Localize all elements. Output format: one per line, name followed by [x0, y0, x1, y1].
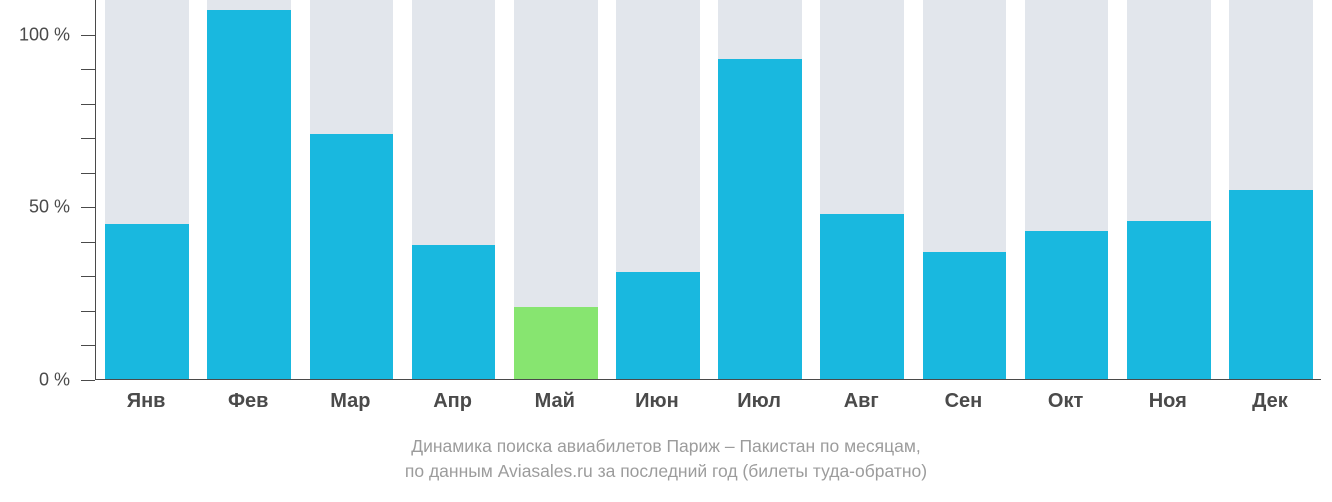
y-tick-mark: [81, 69, 95, 70]
y-tick-mark: [81, 173, 95, 174]
y-tick-mark: [81, 138, 95, 139]
bar-slot: [718, 0, 802, 379]
chart-caption-line1: Динамика поиска авиабилетов Париж – Паки…: [411, 436, 921, 456]
bar: [820, 214, 904, 379]
y-tick-label: 0 %: [0, 370, 70, 391]
monthly-search-bar-chart: 0 % 50 % 100 % ЯнвФевМарАпрМайИюнИюлАвгСен…: [0, 0, 1332, 502]
bar-slot: [616, 0, 700, 379]
x-axis-label: Апр: [402, 390, 504, 413]
y-tick-mark: [81, 345, 95, 346]
bar-slot: [1025, 0, 1109, 379]
y-tick-mark: [81, 104, 95, 105]
y-tick-label: 50 %: [0, 197, 70, 218]
bar: [1127, 221, 1211, 379]
bar: [412, 245, 496, 379]
y-tick-mark: [81, 380, 95, 381]
bar-slot: [105, 0, 189, 379]
bar-slot: [1127, 0, 1211, 379]
chart-caption-line2: по данным Aviasales.ru за последний год …: [405, 461, 927, 481]
plot-area: [95, 0, 1321, 380]
bar-slot: [207, 0, 291, 379]
bar-slot: [514, 0, 598, 379]
bar: [207, 10, 291, 379]
x-axis-label: Июл: [708, 390, 810, 413]
x-axis-label: Фев: [197, 390, 299, 413]
bar: [1229, 190, 1313, 380]
y-tick-mark: [81, 311, 95, 312]
x-axis-label: Мар: [299, 390, 401, 413]
bar-slot: [412, 0, 496, 379]
bar-slot: [310, 0, 394, 379]
bar-slot: [923, 0, 1007, 379]
chart-caption: Динамика поиска авиабилетов Париж – Паки…: [0, 434, 1332, 485]
y-tick-mark: [81, 276, 95, 277]
x-axis-label: Июн: [606, 390, 708, 413]
y-tick-mark: [81, 242, 95, 243]
bar: [923, 252, 1007, 379]
x-axis-label: Авг: [810, 390, 912, 413]
x-axis-label: Май: [504, 390, 606, 413]
bar: [310, 134, 394, 379]
bar-slot: [820, 0, 904, 379]
bar: [105, 224, 189, 379]
bar: [718, 59, 802, 379]
bar: [514, 307, 598, 379]
y-tick-label: 100 %: [0, 24, 70, 45]
bar-slot: [1229, 0, 1313, 379]
y-tick-mark: [81, 35, 95, 36]
x-axis-label: Янв: [95, 390, 197, 413]
bar: [616, 272, 700, 379]
x-axis-label: Дек: [1219, 390, 1321, 413]
y-tick-mark: [81, 207, 95, 208]
x-axis-label: Ноя: [1117, 390, 1219, 413]
bar: [1025, 231, 1109, 379]
x-axis-label: Сен: [912, 390, 1014, 413]
x-axis-label: Окт: [1015, 390, 1117, 413]
